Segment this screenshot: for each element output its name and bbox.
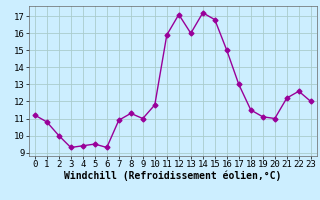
X-axis label: Windchill (Refroidissement éolien,°C): Windchill (Refroidissement éolien,°C) [64, 171, 282, 181]
